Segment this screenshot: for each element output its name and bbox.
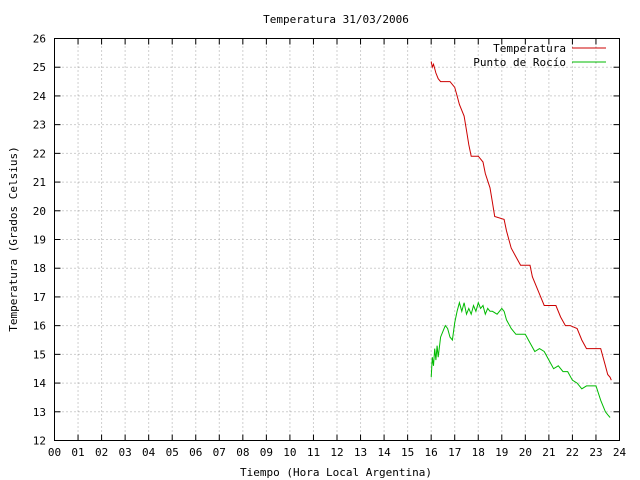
y-tick-label: 21 [33,176,46,189]
x-tick-label: 18 [472,446,485,459]
x-tick-label: 20 [519,446,532,459]
y-tick-label: 14 [33,377,47,390]
x-tick-label: 09 [260,446,273,459]
x-tick-label: 19 [495,446,508,459]
axis-ticks: 00 01 02 03 04 05 06 07 08 09 10 11 12 13 14 15 16 17 18 19… [33,33,627,460]
y-tick-label: 18 [33,262,46,275]
y-tick-label: 12 [33,435,46,448]
x-tick-label: 11 [307,446,320,459]
x-tick-label: 23 [589,446,602,459]
y-tick-label: 17 [33,291,46,304]
x-tick-label: 04 [142,446,156,459]
x-tick-label: 05 [166,446,179,459]
series-line-punto-de-rocio [430,300,611,418]
y-tick-label: 19 [33,234,46,247]
x-tick-label: 24 [613,446,627,459]
x-tick-label: 15 [401,446,414,459]
x-tick-label: 14 [377,446,391,459]
y-tick-label: 26 [33,33,46,46]
y-tick-label: 15 [33,348,46,361]
x-tick-label: 02 [95,446,108,459]
x-tick-label: 00 [48,446,61,459]
x-axis-label: Tiempo (Hora Local Argentina) [240,466,432,479]
x-tick-label: 16 [425,446,438,459]
legend-label: Punto de Rocío [473,56,566,69]
y-tick-label: 16 [33,320,46,333]
x-tick-label: 17 [448,446,461,459]
x-tick-label: 06 [189,446,202,459]
series-line-temperatura [430,61,612,381]
y-tick-label: 24 [33,90,47,103]
x-tick-label: 12 [330,446,343,459]
x-tick-label: 21 [542,446,555,459]
chart-title: Temperatura 31/03/2006 [263,13,409,26]
x-tick-label: 10 [283,446,296,459]
y-tick-label: 20 [33,205,46,218]
x-tick-label: 03 [119,446,132,459]
y-tick-label: 13 [33,406,46,419]
x-tick-label: 07 [213,446,226,459]
y-axis-label: Temperatura (Grados Celsius) [7,146,20,331]
legend-label: Temperatura [493,42,566,55]
x-tick-label: 08 [236,446,249,459]
y-tick-label: 22 [33,147,46,160]
x-tick-label: 13 [354,446,367,459]
y-tick-label: 23 [33,119,46,132]
y-tick-label: 25 [33,61,46,74]
grid [54,38,620,441]
x-tick-label: 01 [71,446,84,459]
series-lines [430,61,612,418]
x-tick-label: 22 [566,446,579,459]
